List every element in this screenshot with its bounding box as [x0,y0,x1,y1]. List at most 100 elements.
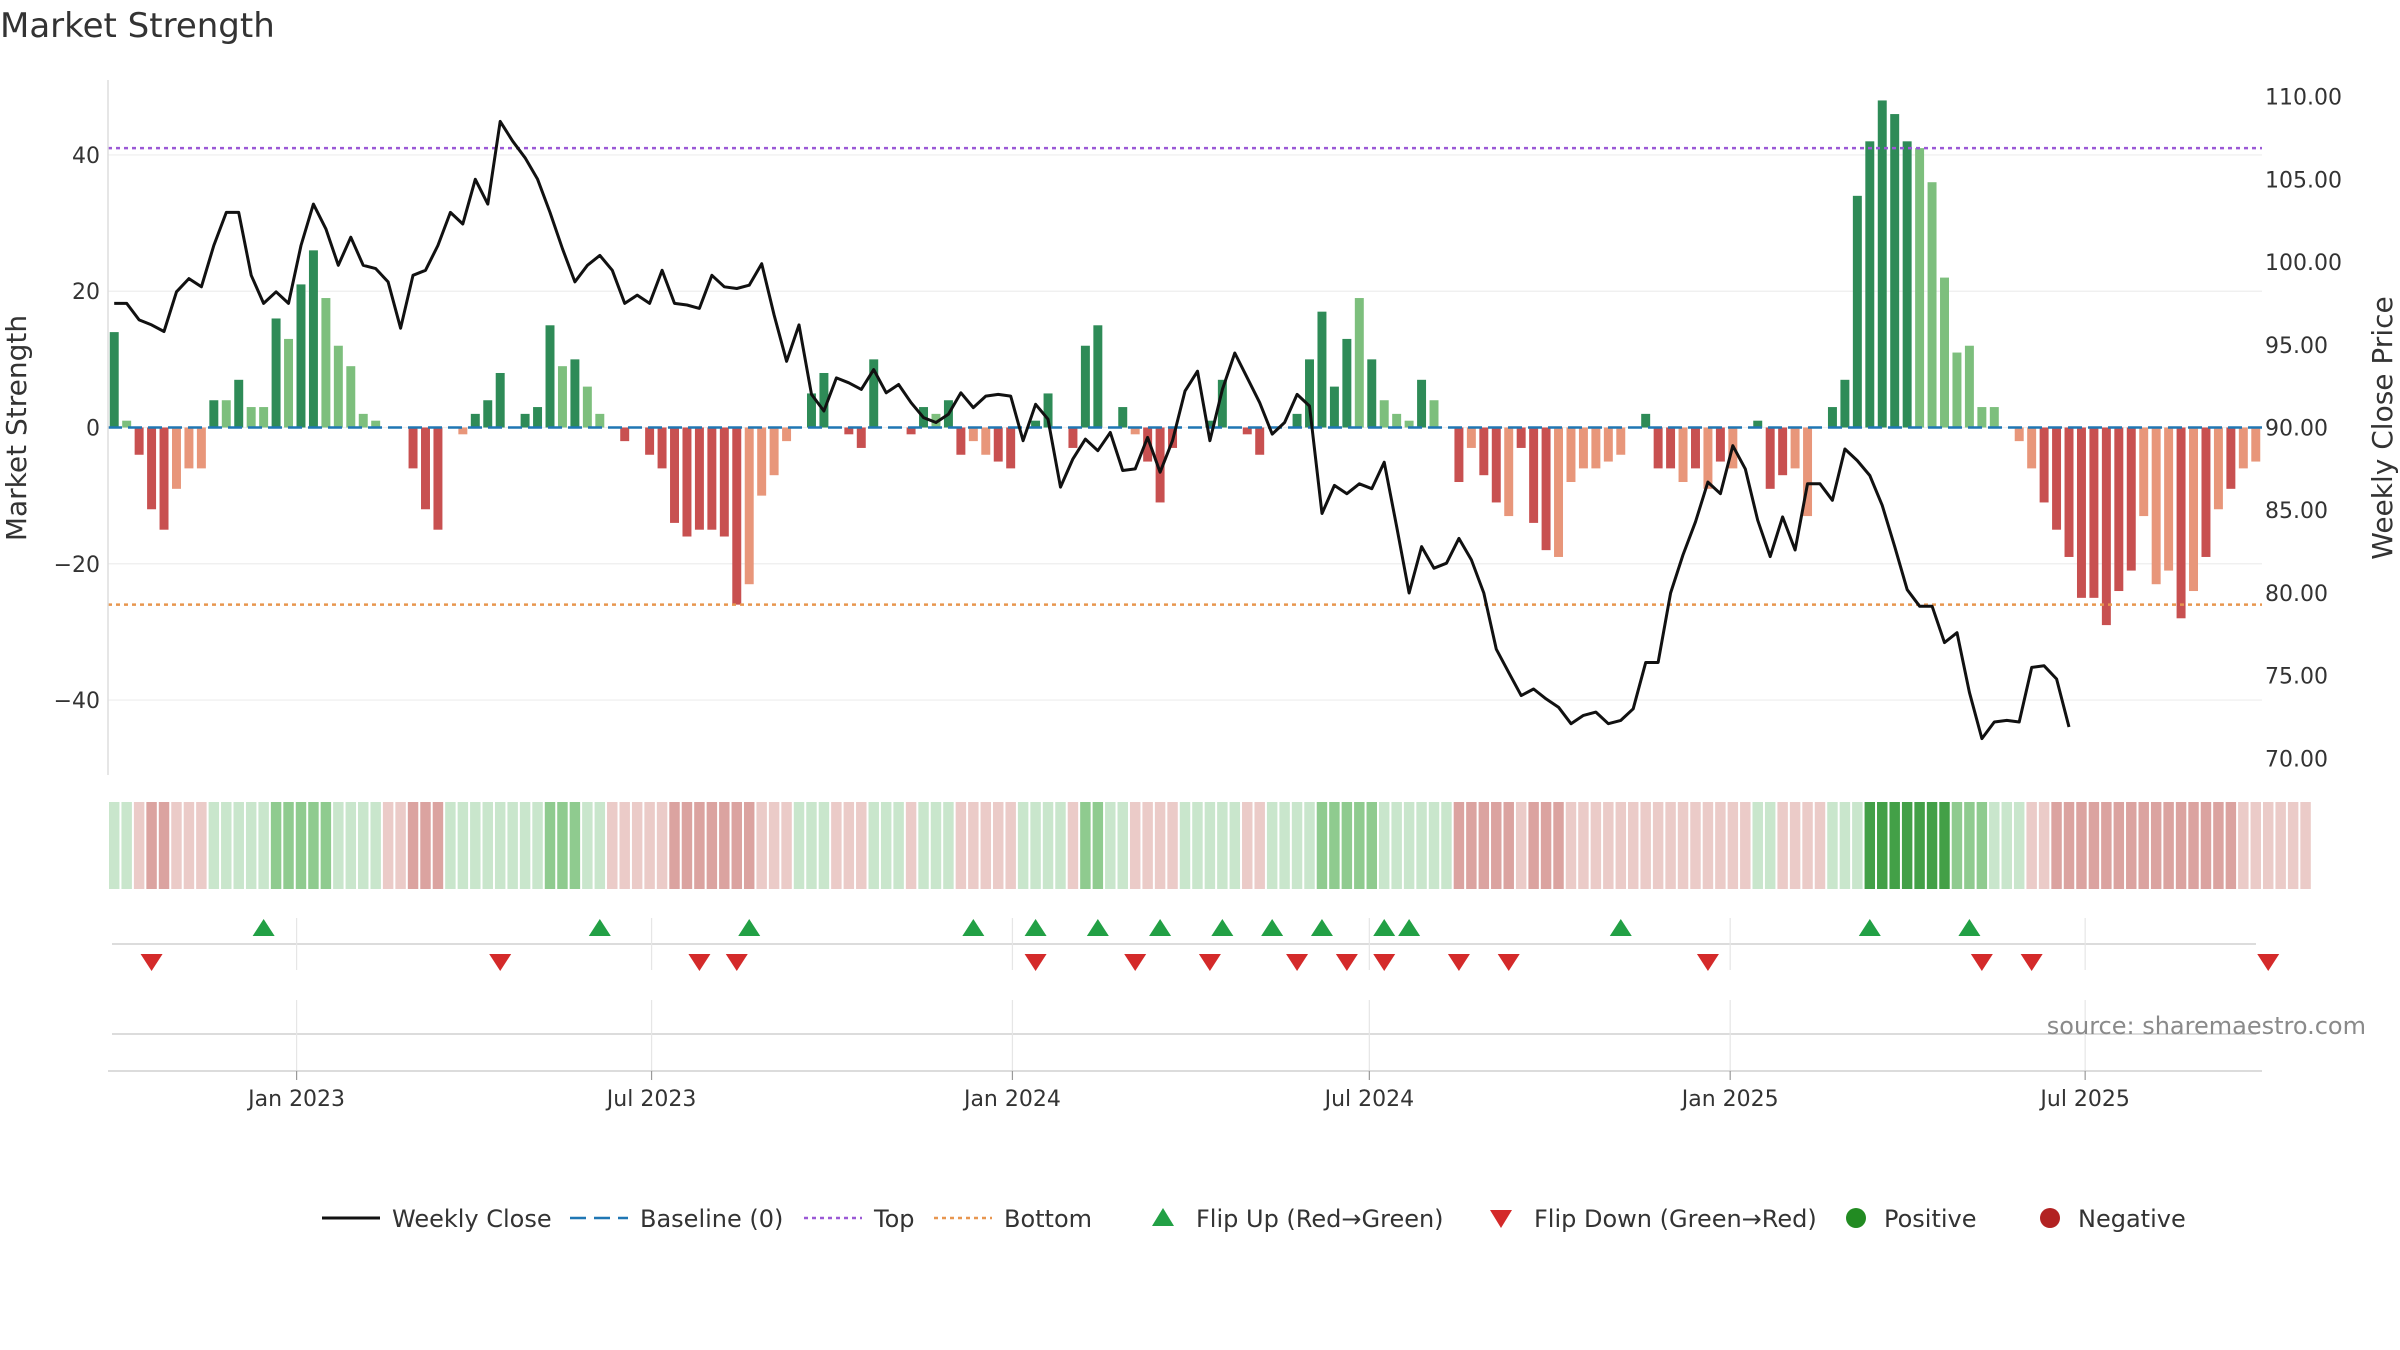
regime-cell [1080,802,1091,889]
strength-bar [2101,427,2111,626]
regime-cell [1242,802,1253,889]
regime-cell [793,802,805,889]
regime-cell [1789,802,1801,889]
grid-lines [108,154,2262,1071]
regime-cell [2001,802,2012,889]
flip-down-marker [688,954,711,971]
legend-flip-up-icon [1152,1208,1174,1226]
strength-bar [134,427,144,455]
regime-cell [781,802,792,889]
flip-down-marker [1696,954,1719,971]
strength-bar [371,420,381,428]
strength-bar [2151,427,2161,585]
y2-axis-label: Weekly Close Price [2366,296,2399,559]
legend-label: Negative [2078,1205,2186,1233]
strength-bar [246,407,256,428]
flip-up-marker [1373,919,1396,936]
regime-cell [1217,802,1228,889]
strength-bar [346,366,356,428]
regime-cell [258,802,269,889]
flip-up-marker [1086,919,1109,936]
regime-cell [1540,802,1552,889]
regime-cell [1877,802,1888,889]
regime-cell [2275,802,2286,889]
y2-tick-label: 90.00 [2265,417,2328,442]
y2-tick-label: 100.00 [2265,251,2342,276]
strength-bar [1367,359,1377,428]
strength-bar [1865,141,1875,428]
regime-cell [806,802,817,889]
strength-bar [1827,407,1837,428]
regime-cell [743,802,755,889]
strength-bar [2039,427,2049,503]
regime-cell [320,802,332,889]
y2-tick-label: 80.00 [2265,582,2328,607]
regime-cell [1491,802,1502,889]
regime-cell [507,802,518,889]
regime-cell [1316,802,1328,889]
regime-cell [582,802,593,889]
legend-positive-icon [1846,1208,1866,1228]
strength-bar [1255,427,1265,455]
strength-bar [1840,379,1850,428]
strength-bar [321,298,331,428]
regime-cell [1777,802,1788,889]
regime-cell [656,802,668,889]
regime-cell [694,802,705,889]
regime-cell [631,802,643,889]
strength-bar [470,413,480,428]
regime-cell [519,802,531,889]
strength-bar [931,413,941,428]
regime-cell [445,802,456,889]
regime-cell [1067,802,1079,889]
regime-cell [619,802,630,889]
strength-bar [1130,427,1140,435]
strength-bar [1902,141,1912,428]
regime-cell [494,802,506,889]
regime-cell [1304,802,1315,889]
regime-cell [930,802,942,889]
strength-bar [2052,427,2062,530]
regime-cell [308,802,319,889]
strength-bar [1578,427,1588,469]
strength-bar [2164,427,2174,571]
regime-cell [1839,802,1851,889]
regime-cell [1939,802,1950,889]
regime-cell [968,802,979,889]
flip-up-marker [738,919,761,936]
strength-bar [1703,427,1713,489]
flip-down-marker [1286,954,1309,971]
strength-bar [682,427,692,537]
strength-bar [234,379,244,428]
regime-cell [756,802,767,889]
strength-bar [433,427,443,530]
strength-bar [1977,407,1987,428]
regime-cell [345,802,357,889]
regime-cell [1466,802,1477,889]
strength-bar [1479,427,1489,476]
regime-cell [121,802,132,889]
regime-cell [1105,802,1116,889]
regime-cell [955,802,967,889]
regime-cell [1827,802,1838,889]
strength-bar [1305,359,1314,428]
strength-bar [1379,400,1389,428]
regime-cell [1640,802,1651,889]
strength-bar [333,345,343,428]
regime-cell [532,802,543,889]
regime-cell [2013,802,2025,889]
y2-tick-label: 70.00 [2265,747,2328,772]
regime-cell [980,802,992,889]
regime-cell [1976,802,1988,889]
flip-down-marker [140,954,163,971]
flip-down-marker [725,954,748,971]
strength-bar [2064,427,2074,557]
x-tick-label: Jul 2024 [1323,1087,1415,1112]
regime-cell [1441,802,1452,889]
regime-cell [1117,802,1128,889]
strength-bar [906,427,916,435]
chart-title: Market Strength [0,6,275,46]
strength-bar [1031,420,1041,428]
strength-bar [1778,427,1788,476]
strength-bar [1491,427,1501,503]
